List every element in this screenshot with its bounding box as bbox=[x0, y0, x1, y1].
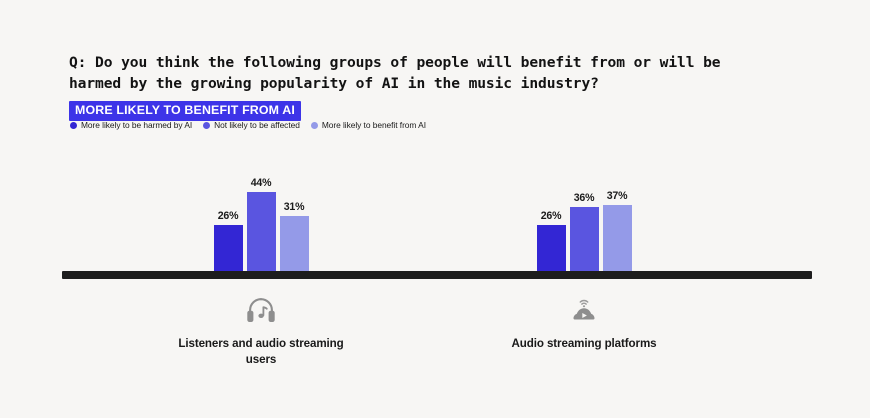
bar-value-label: 26% bbox=[540, 209, 562, 222]
chart-header: Q: Do you think the following groups of … bbox=[69, 52, 829, 121]
bar-rect[interactable] bbox=[536, 224, 566, 272]
legend-item-label: Not likely to be affected bbox=[214, 120, 300, 130]
category-label: Listeners and audio streaming users bbox=[178, 337, 344, 366]
page-title: Q: Do you think the following groups of … bbox=[69, 54, 721, 92]
bar-value-label: 36% bbox=[573, 191, 595, 204]
bar-value-label: 26% bbox=[217, 209, 239, 222]
headphones-music-icon bbox=[247, 298, 275, 322]
legend-item[interactable]: More likely to be harmed by AI bbox=[70, 120, 192, 130]
bar-item[interactable]: 26% bbox=[213, 0, 243, 272]
bar-rect[interactable] bbox=[602, 204, 632, 272]
legend-color-dot bbox=[203, 121, 211, 129]
bar-item[interactable]: 37% bbox=[602, 0, 632, 272]
bar-item[interactable]: 44% bbox=[246, 0, 276, 272]
bar-rect[interactable] bbox=[213, 224, 243, 272]
bar-value-label: 31% bbox=[283, 200, 305, 213]
bar-rect[interactable] bbox=[279, 215, 309, 272]
bar-group: 26% 36% 37% bbox=[484, 0, 684, 418]
bar-group-bars: 26% 44% 31% bbox=[161, 0, 361, 272]
bar-rect[interactable] bbox=[246, 191, 276, 272]
cloud-streaming-play-icon bbox=[573, 299, 595, 320]
legend-color-dot bbox=[310, 121, 318, 129]
legend-item[interactable]: Not likely to be affected bbox=[203, 120, 300, 130]
category-block: Audio streaming platforms bbox=[484, 296, 684, 352]
bar-value-label: 37% bbox=[606, 189, 628, 202]
bar-item[interactable]: 36% bbox=[569, 0, 599, 272]
bar-group: 26% 44% 31% bbox=[161, 0, 361, 418]
chart-legend: More likely to be harmed by AI Not likel… bbox=[70, 120, 426, 130]
bar-rect[interactable] bbox=[569, 206, 599, 272]
legend-item-label: More likely to be harmed by AI bbox=[81, 120, 193, 130]
category-label: Audio streaming platforms bbox=[511, 337, 657, 350]
baseline-axis bbox=[62, 271, 812, 279]
legend-item[interactable]: More likely to benefit from AI bbox=[310, 120, 426, 130]
legend-item-label: More likely to benefit from AI bbox=[321, 120, 426, 130]
legend-color-dot bbox=[70, 121, 77, 129]
bar-item[interactable]: 31% bbox=[279, 0, 309, 272]
status-badge: MORE LIKELY TO BENEFIT FROM AI bbox=[69, 101, 301, 121]
bar-item[interactable]: 26% bbox=[536, 0, 566, 272]
bar-group-bars: 26% 36% 37% bbox=[484, 0, 684, 272]
category-block: Listeners and audio streaming users bbox=[161, 296, 361, 367]
bar-value-label: 44% bbox=[250, 176, 272, 189]
